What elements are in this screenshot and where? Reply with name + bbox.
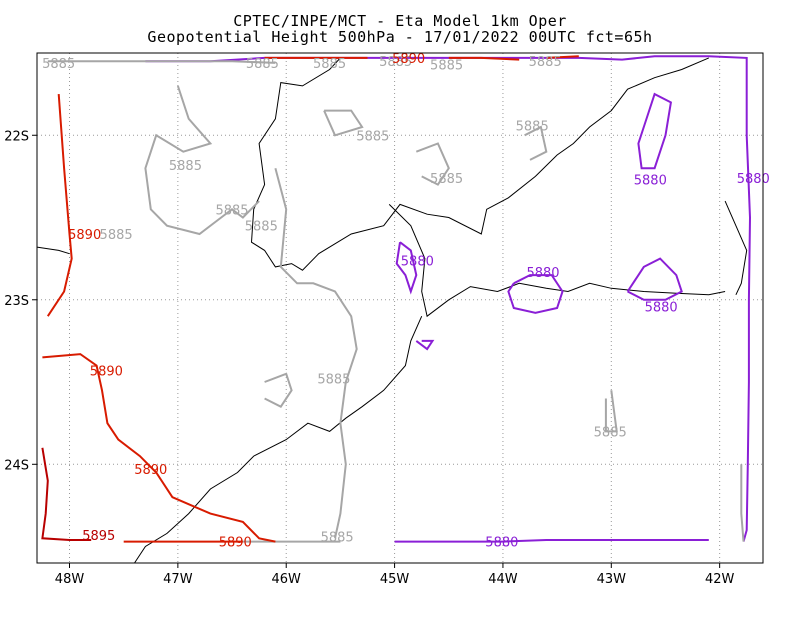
chart-subtitle: Geopotential Height 500hPa - 17/01/2022 …: [147, 28, 653, 46]
x-tick-label: 46W: [272, 572, 302, 587]
contour-label-5885: 5885: [516, 119, 549, 134]
contour-label-5885: 5885: [430, 59, 463, 74]
contour-line-5885: [264, 372, 293, 408]
contour-line-5885: [524, 125, 548, 161]
contour-label-5880: 5880: [485, 536, 518, 551]
x-tick-label: 43W: [597, 572, 627, 587]
contour-line-5885: [415, 142, 450, 186]
coastline-segment: [724, 200, 748, 296]
axis-ticks: 48W 47W 46W 45W 44W 43W 42W 22S 23S 24S: [4, 129, 734, 587]
contour-label-5890: 5890: [219, 536, 252, 551]
contour-label-5880: 5880: [634, 174, 667, 189]
x-tick-label: 42W: [705, 572, 735, 587]
coastline-segment: [388, 204, 726, 318]
contour-line-5885: [604, 390, 618, 433]
contour-line-5885: [144, 85, 260, 236]
contour-label-5885: 5885: [169, 159, 202, 174]
contour-label-5880: 5880: [526, 266, 559, 281]
contour-line-5895: [41, 447, 92, 541]
contour-line-5885: [47, 60, 276, 64]
contour-label-5885: 5885: [42, 57, 75, 72]
x-tick-label: 45W: [380, 572, 410, 587]
x-tick-label: 47W: [163, 572, 193, 587]
y-tick-label: 22S: [4, 129, 29, 144]
contour-line-5880: [626, 257, 683, 301]
contour-line-5885: [274, 167, 358, 539]
contour-line-5885: [740, 464, 745, 542]
contour-line-5890: [42, 353, 276, 543]
contour-label-5885: 5885: [215, 203, 248, 218]
y-tick-label: 23S: [4, 294, 29, 309]
contour-label-5880: 5880: [645, 300, 678, 315]
contour-line-5885: [323, 109, 364, 137]
contour-line-5880: [637, 92, 673, 170]
contour-label-5885: 5885: [356, 129, 389, 144]
contour-label-5885: 5885: [594, 425, 627, 440]
contour-label-5885: 5885: [246, 57, 279, 72]
contour-lines: [41, 55, 752, 543]
contour-label-5885: 5885: [313, 57, 346, 72]
contour-label-5885: 5885: [430, 172, 463, 187]
contour-label-5895: 5895: [82, 529, 115, 544]
contour-label-5885: 5885: [529, 55, 562, 70]
contour-line-5880: [394, 539, 709, 543]
contour-label-5880: 5880: [737, 172, 770, 187]
contour-line-5880: [415, 339, 435, 351]
contour-label-5880: 5880: [401, 254, 434, 269]
contour-line-5880: [507, 274, 564, 314]
plot-frame: [36, 52, 764, 564]
coastline-segment: [134, 315, 423, 564]
contour-labels: 5880 5880 5880 5880 5880 5880 5885 5885 5885 5885…: [42, 52, 770, 551]
chart-title: CPTEC/INPE/MCT - Eta Model 1km Oper: [233, 12, 567, 30]
x-tick-label: 44W: [488, 572, 518, 587]
coastline-segment: [250, 57, 709, 271]
coastline: [36, 57, 748, 564]
contour-label-5885: 5885: [321, 531, 354, 546]
contour-label-5890: 5890: [134, 463, 167, 478]
x-tick-label: 48W: [55, 572, 85, 587]
contour-line-5890: [448, 56, 520, 61]
coastline-segment: [36, 246, 70, 255]
contour-label-5890: 5890: [392, 52, 425, 67]
contour-line-5890: [546, 55, 579, 59]
contour-label-5890: 5890: [90, 365, 123, 380]
contour-label-5890: 5890: [68, 228, 101, 243]
contour-label-5885: 5885: [317, 373, 350, 388]
contour-line-5880: [395, 241, 418, 295]
contour-label-5885: 5885: [379, 55, 412, 70]
contour-line-5890: [46, 94, 73, 317]
contour-label-5885: 5885: [245, 220, 278, 235]
contour-label-5885: 5885: [100, 228, 133, 243]
y-tick-label: 24S: [4, 458, 29, 473]
